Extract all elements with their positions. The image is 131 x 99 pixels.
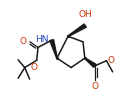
Polygon shape (68, 24, 86, 37)
Text: HN: HN (35, 35, 49, 44)
Polygon shape (50, 40, 57, 58)
Text: O: O (107, 56, 114, 65)
Polygon shape (85, 58, 96, 67)
Text: O: O (91, 82, 99, 91)
Text: OH: OH (78, 10, 92, 19)
Text: O: O (20, 37, 26, 46)
Text: O: O (31, 63, 38, 72)
